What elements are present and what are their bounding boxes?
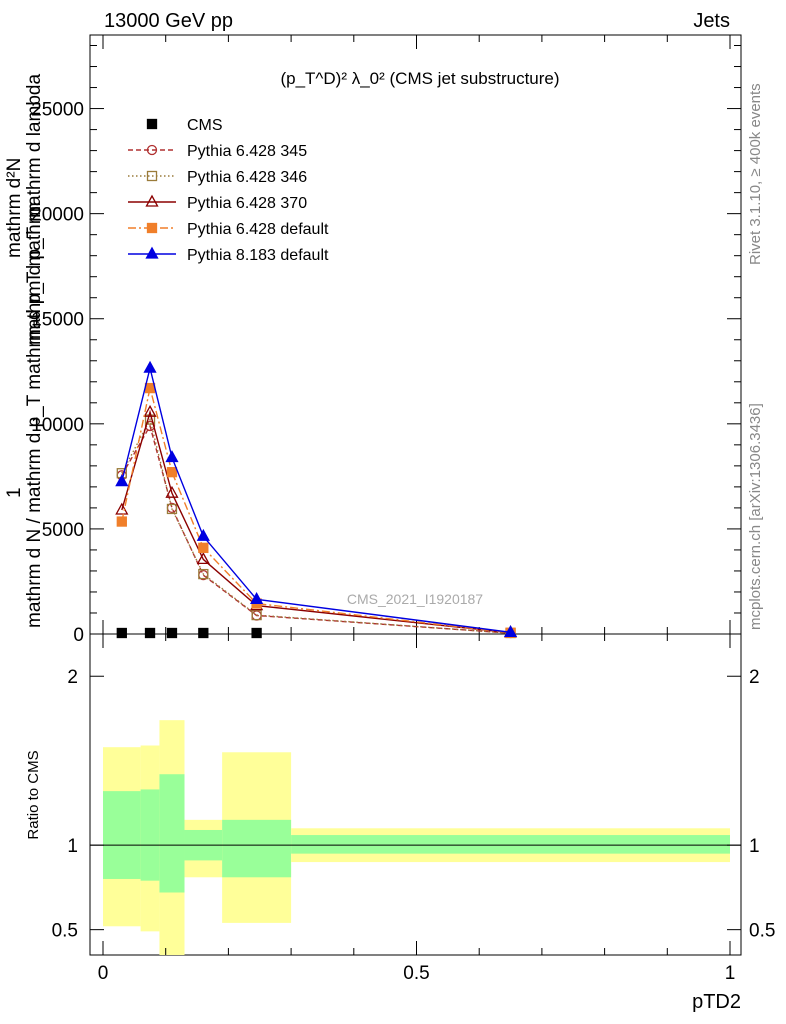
data-point xyxy=(143,360,157,373)
data-point xyxy=(251,627,262,639)
data-point xyxy=(165,450,179,463)
data-point xyxy=(251,609,262,621)
legend-marker-1 xyxy=(146,144,158,156)
data-point xyxy=(165,485,179,498)
y-tick-label: 5000 xyxy=(42,520,84,541)
y-tick-label: 0 xyxy=(73,625,84,646)
data-point xyxy=(144,414,156,425)
data-point xyxy=(503,624,518,637)
ratio-band-inner-2 xyxy=(159,774,185,893)
ratio-y-tick-label-right: 1 xyxy=(749,836,760,857)
data-point xyxy=(198,542,209,553)
ratio-y-label: Ratio to CMS xyxy=(25,750,42,839)
legend-marker-4 xyxy=(146,222,158,234)
ratio-band-inner-1 xyxy=(140,789,160,881)
ratio-bands xyxy=(90,720,741,955)
ratio-y-tick-label-right: 0.5 xyxy=(749,921,775,942)
data-point xyxy=(166,627,178,639)
series-0 xyxy=(116,627,262,639)
ratio-band-inner-4 xyxy=(222,819,292,878)
data-point xyxy=(250,591,264,604)
data-point xyxy=(144,382,156,394)
x-tick-label: 0.5 xyxy=(403,963,429,984)
series-layer xyxy=(115,360,518,639)
data-point xyxy=(143,404,157,417)
legend-label-4: Pythia 6.428 default xyxy=(187,221,329,238)
y-label-top: mathrm d²N xyxy=(4,157,25,258)
data-point xyxy=(115,474,129,487)
header-right: Jets xyxy=(693,10,730,32)
watermark: CMS_2021_I1920187 xyxy=(347,591,483,607)
rivet-label: Rivet 3.1.10, ≥ 400k events xyxy=(747,83,764,265)
x-axis-label: pTD2 xyxy=(692,991,741,1013)
legend-marker-2 xyxy=(146,170,158,182)
y-tick-label: 25000 xyxy=(31,100,84,121)
ratio-y-tick-label: 2 xyxy=(67,667,78,688)
ratio-y-tick-label-right: 2 xyxy=(749,667,760,688)
series-line-3 xyxy=(121,409,511,634)
legend-marker-0 xyxy=(146,118,158,130)
series-line-2 xyxy=(121,417,511,634)
data-point xyxy=(196,528,210,541)
y-tick-label: 15000 xyxy=(31,310,84,331)
chart-title: (p_T^D)² λ_0² (CMS jet substructure) xyxy=(280,69,559,88)
data-point xyxy=(196,552,210,565)
y-label-prefix: 1 xyxy=(4,487,25,498)
ratio-plot-frame xyxy=(89,633,742,956)
ratio-band-inner-0 xyxy=(103,791,141,879)
series-line-4 xyxy=(121,387,511,634)
legend-label-1: Pythia 6.428 345 xyxy=(187,143,307,160)
data-point xyxy=(198,627,209,639)
y-tick-label: 10000 xyxy=(31,415,84,436)
mcplots-label: mcplots.cern.ch [arXiv:1306.3436] xyxy=(747,403,764,630)
legend-label-2: Pythia 6.428 346 xyxy=(187,169,307,186)
x-tick-label: 1 xyxy=(725,963,736,984)
ratio-y-tick-label: 1 xyxy=(67,836,78,857)
data-point xyxy=(198,568,209,580)
legend-marker-3 xyxy=(145,194,159,207)
series-line-5 xyxy=(121,367,511,634)
data-point xyxy=(116,516,127,527)
y-tick-label: 20000 xyxy=(31,205,84,226)
legend-marker-5 xyxy=(145,246,159,259)
legend-label-5: Pythia 8.183 default xyxy=(187,247,329,264)
series-5 xyxy=(115,360,518,637)
data-point xyxy=(166,503,178,515)
legend-label-0: CMS xyxy=(187,117,223,134)
data-point xyxy=(166,467,178,478)
header-left: 13000 GeV pp xyxy=(104,10,233,32)
legend-label-3: Pythia 6.428 370 xyxy=(187,195,307,212)
y-label-denominator: mathrm d N / mathrm d p_T mathrm d p_T m… xyxy=(24,202,45,628)
data-point xyxy=(144,627,156,639)
data-point xyxy=(116,627,127,639)
axis-ticks: 0 5000 10000 15000 20000 25000 0 0.5 1 0.5 0.5 1 1 2 2 xyxy=(31,35,775,984)
ratio-y-tick-label: 0.5 xyxy=(52,921,78,942)
legend: CMS Pythia 6.428 345 Pythia 6.428 346 Pythi… xyxy=(128,117,329,264)
x-tick-label: 0 xyxy=(98,963,109,984)
ratio-band-inner-5 xyxy=(291,835,730,854)
